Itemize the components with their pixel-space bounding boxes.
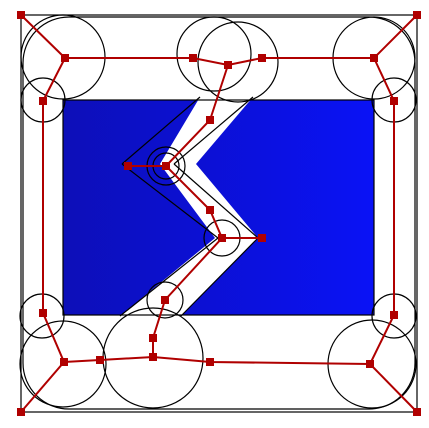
graph-node — [96, 356, 104, 364]
graph-node — [413, 11, 421, 19]
graph-node — [17, 408, 25, 416]
graph-node — [60, 358, 68, 366]
graph-node — [370, 54, 378, 62]
graph-node — [206, 116, 214, 124]
edge-corner-tr — [373, 14, 418, 59]
graph-node — [39, 97, 47, 105]
outer-border — [20, 14, 418, 413]
graph-node — [366, 360, 374, 368]
graph-nodes — [17, 11, 421, 416]
graph-node — [413, 408, 421, 416]
edge-left-path — [42, 57, 66, 363]
edge-corner-bl — [20, 361, 65, 413]
graph-node — [149, 334, 157, 342]
edge-corner-br — [369, 363, 418, 413]
graph-node — [124, 162, 132, 170]
graph-node — [206, 358, 214, 366]
graph-node — [149, 353, 157, 361]
channel-edge-right-bottom — [180, 237, 259, 317]
graph-node — [258, 54, 266, 62]
circle-bottom-left — [19, 320, 107, 408]
channel-edge-right-lower — [173, 163, 259, 239]
graph-node — [162, 162, 170, 170]
graph-node — [161, 296, 169, 304]
channel-edge-left-bottom — [119, 237, 219, 317]
edge-top-path — [65, 57, 374, 67]
zigzag-channel — [120, 97, 258, 316]
circle-top-center-right — [197, 21, 279, 103]
graph-node — [258, 234, 266, 242]
graph-node — [218, 234, 226, 242]
edge-bottom-path — [63, 355, 371, 365]
edge-right-path — [369, 57, 395, 365]
graph-node — [39, 309, 47, 317]
edge-channel-path — [152, 64, 229, 357]
graph-node — [61, 54, 69, 62]
graph-node — [390, 97, 398, 105]
circle-top-center-left — [176, 16, 252, 92]
channel-edge-left-upper — [121, 96, 201, 165]
graph-node — [390, 311, 398, 319]
circle-channel-bottom — [146, 281, 184, 319]
channel-edge-left-lower — [121, 163, 219, 239]
graph-node — [189, 54, 197, 62]
inner-boundary — [62, 99, 375, 316]
graph-node — [224, 61, 232, 69]
channel-edge-right-upper — [173, 96, 254, 165]
graph-node — [206, 206, 214, 214]
edge-corner-tl — [20, 14, 66, 59]
graph-node — [17, 11, 25, 19]
